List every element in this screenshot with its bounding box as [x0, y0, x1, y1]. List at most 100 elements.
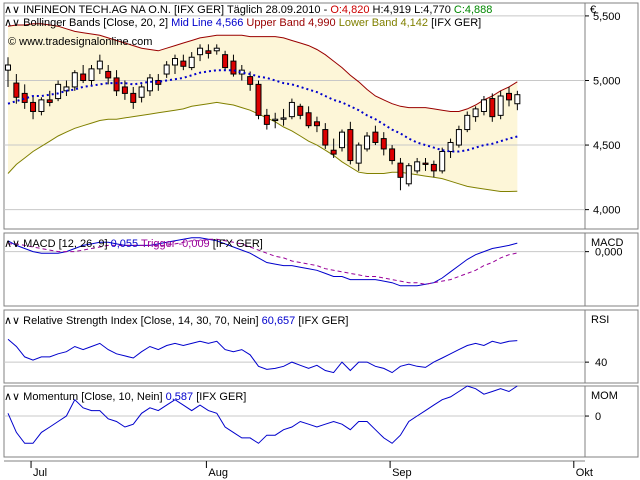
candle-body — [21, 92, 28, 103]
panel-side-label: MACD — [591, 237, 623, 249]
candle — [280, 108, 287, 126]
y-tick-label: 40 — [595, 357, 607, 369]
candle — [447, 138, 454, 158]
candle-body — [489, 98, 496, 118]
panel-side-label: MOM — [591, 390, 618, 402]
candle — [172, 54, 178, 75]
panel-frame — [3, 385, 586, 458]
indicator-line — [7, 237, 518, 287]
candle — [71, 70, 78, 91]
candle-body — [472, 108, 479, 118]
candle-body — [464, 114, 471, 131]
candle-body — [414, 161, 421, 172]
legend-entry: [IFX GER] — [210, 238, 263, 250]
candle-body — [263, 114, 270, 125]
candle — [88, 64, 95, 86]
candle-body — [121, 86, 128, 94]
candle — [464, 111, 471, 133]
candle — [305, 106, 312, 129]
indicator-line — [7, 385, 518, 444]
legend-entry: MACD [12, 26, 9] — [23, 238, 107, 250]
axis-frame — [584, 232, 639, 307]
candle-body — [347, 129, 354, 162]
momentum-panel[interactable]: 0 MOM — [3, 385, 639, 458]
candle-body — [455, 129, 462, 146]
axis-frame — [584, 309, 639, 384]
macd-legend: ∧∨ MACD [12, 26, 9] 0,055 Trigger -0,009… — [4, 238, 263, 250]
candle — [55, 80, 62, 102]
candle-body — [247, 76, 254, 85]
x-tick-label: Sep — [392, 467, 412, 479]
candle — [489, 93, 496, 122]
rsi-legend: ∧∨ Relative Strength Index [Close, 14, 3… — [4, 315, 348, 327]
legend-entry: [IFX GER] — [193, 391, 246, 403]
candle-body — [322, 129, 329, 146]
candle — [414, 157, 421, 174]
candle-body — [430, 163, 437, 172]
legend-entry: Upper Band 4,990 — [243, 17, 335, 29]
legend-entry: 0,055 — [108, 238, 139, 250]
candle — [180, 54, 187, 71]
candle-body — [439, 151, 446, 172]
security-name: INFINEON TECH.AG NA O.N. — [23, 4, 171, 16]
candle — [455, 125, 462, 148]
panel-frame — [3, 232, 586, 307]
candle-body — [46, 99, 53, 103]
candle — [405, 163, 412, 187]
candle-body — [113, 77, 120, 92]
legend-entry: Mid Line 4,566 — [168, 17, 243, 29]
candle-body — [5, 64, 11, 71]
indicator-line — [8, 238, 518, 285]
legend-entry: [IFX GER] — [295, 315, 348, 327]
date-axis: Jul Aug Sep Okt — [4, 460, 593, 479]
legend-entry: 0,587 — [163, 391, 194, 403]
candle-body — [313, 121, 320, 127]
close-value: C:4,888 — [454, 4, 493, 16]
indicator-icon: ∧∨ — [4, 17, 23, 29]
rsi-panel[interactable]: 40 RSI — [3, 309, 639, 384]
candle — [506, 86, 512, 107]
candle — [288, 98, 295, 120]
x-tick-label: Aug — [208, 467, 228, 479]
candle — [5, 57, 11, 87]
currency-label: € — [590, 4, 596, 16]
high-value: H:4,919 — [373, 4, 412, 16]
y-tick-label: 0 — [595, 411, 601, 423]
exchange-code: [IFX GER] — [174, 4, 224, 16]
indicator-icon: ∧∨ — [4, 391, 23, 403]
open-value: O:4,820 — [330, 4, 369, 16]
candle-body — [230, 60, 237, 75]
candle — [380, 132, 387, 156]
candle — [480, 95, 487, 116]
candle — [389, 145, 396, 165]
bollinger-legend: ∧∨ Bollinger Bands [Close, 20, 2] Mid Li… — [4, 17, 481, 29]
legend-entry: Trigger -0,009 — [138, 238, 210, 250]
candle — [138, 84, 145, 103]
lower-band-line — [7, 101, 518, 192]
candle — [263, 108, 270, 130]
candle-body — [71, 72, 78, 88]
candle — [121, 80, 128, 100]
candle — [347, 121, 354, 165]
candle-body — [514, 94, 521, 105]
candle-body — [380, 138, 387, 150]
candle-body — [213, 47, 220, 52]
candle — [397, 157, 404, 191]
candle-body — [146, 77, 153, 92]
candle — [205, 44, 212, 59]
candle — [197, 44, 204, 62]
legend-entry: 60,657 — [259, 315, 296, 327]
candle-body — [506, 92, 512, 101]
y-tick-label: 5,500 — [593, 11, 621, 23]
candle-body — [405, 165, 412, 185]
candle-body — [105, 70, 112, 79]
candle — [272, 112, 279, 129]
candle-body — [30, 101, 37, 112]
candle-body — [172, 58, 178, 66]
candle — [372, 125, 379, 146]
candle — [330, 138, 337, 158]
price-panel[interactable]: 4,000 4,500 5,000 5,500 — [3, 2, 639, 230]
x-tick-label: Okt — [576, 467, 593, 479]
candle — [188, 52, 195, 71]
